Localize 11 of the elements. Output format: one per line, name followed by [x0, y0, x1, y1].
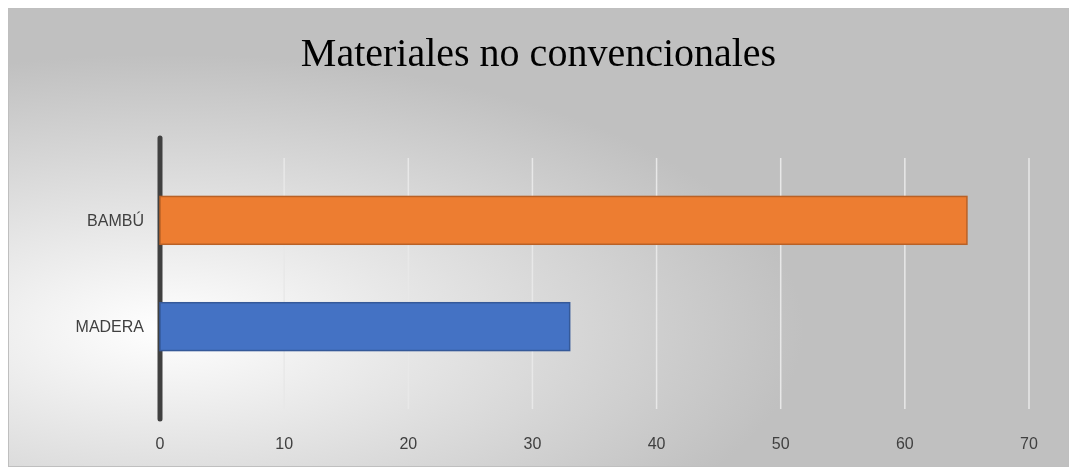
- x-tick-label: 10: [275, 435, 294, 452]
- x-tick-label: 30: [523, 435, 542, 452]
- y-tick-label: MADERA: [75, 318, 145, 336]
- chart-title: Materiales no convencionales: [300, 30, 777, 75]
- x-tick-label: 40: [647, 435, 666, 452]
- y-tick-label: BAMBÚ: [87, 210, 144, 229]
- x-tick-label: 20: [399, 435, 418, 452]
- x-tick-label: 0: [155, 435, 165, 452]
- x-tick-label: 50: [771, 435, 790, 452]
- x-tick-label: 70: [1020, 435, 1038, 452]
- x-tick-label: 60: [895, 435, 914, 452]
